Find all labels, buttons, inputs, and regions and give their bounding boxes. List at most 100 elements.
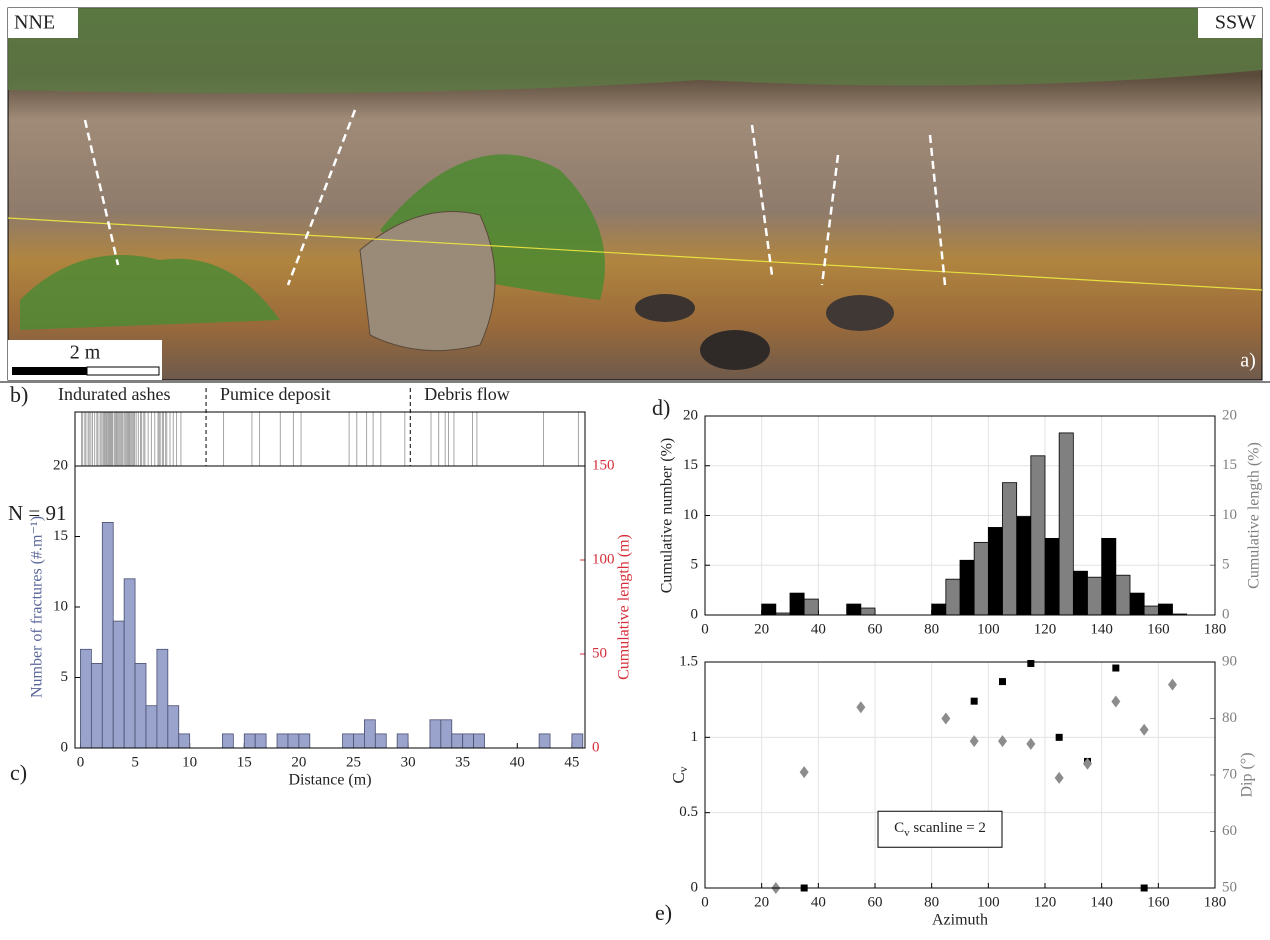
plot-area: [705, 662, 1215, 888]
y-tick-label: 0: [61, 739, 69, 755]
histogram-bar: [80, 648, 92, 749]
zone-label: Indurated ashes: [58, 384, 170, 404]
x-tick-label: 45: [564, 754, 579, 770]
panel-label: a): [1240, 350, 1256, 372]
point: [999, 678, 1006, 686]
bar: [1087, 576, 1103, 616]
histogram-bar: [451, 733, 464, 749]
y-tick-label: 10: [683, 507, 698, 523]
point: [1168, 678, 1177, 691]
histogram-bar: [298, 733, 311, 749]
y-tick-label: 1: [691, 729, 699, 745]
bar: [1129, 592, 1145, 616]
x-tick-label: 100: [977, 894, 1000, 910]
bar: [959, 559, 975, 616]
histogram-bar: [440, 719, 453, 749]
bar: [1101, 537, 1117, 616]
layer-line: [7, 217, 1263, 291]
point: [1083, 757, 1092, 770]
point: [1027, 660, 1035, 668]
bar: [1058, 432, 1074, 616]
histogram-bar: [145, 705, 158, 749]
y2-tick-label: 70: [1222, 766, 1237, 782]
histogram-bar: [276, 733, 289, 749]
y-tick-label: 5: [61, 669, 69, 685]
x-tick-label: 80: [924, 894, 939, 910]
y-tick-label: 1.5: [679, 653, 698, 669]
y2-tick-label: 60: [1222, 823, 1237, 839]
x-tick-label: 40: [510, 754, 525, 770]
histogram-bar: [112, 620, 125, 749]
panel-label: c): [10, 760, 27, 785]
point: [856, 701, 866, 714]
photo-label: NNE: [14, 12, 55, 34]
y2-tick-label: 90: [1222, 653, 1237, 669]
bar: [987, 527, 1003, 616]
bar: [803, 598, 819, 616]
histogram-bar: [134, 663, 147, 749]
y-tick-label: 20: [53, 457, 68, 473]
annotation: N = 91: [8, 501, 67, 525]
x-tick-label: 25: [346, 754, 361, 770]
x-tick-label: 5: [131, 754, 139, 770]
boulder: [359, 211, 496, 352]
histogram-bar: [90, 663, 103, 749]
y2-axis-label: Cumulative length (m): [616, 534, 633, 680]
zone-label: Debris flow: [424, 384, 509, 404]
x-tick-label: 0: [701, 894, 709, 910]
bar: [860, 607, 876, 616]
y-axis-label-main: C: [669, 772, 688, 783]
y2-axis-label: Dip (°): [1239, 752, 1256, 797]
bar: [1044, 537, 1060, 616]
x-tick-label: 120: [1034, 621, 1057, 637]
y-tick-label: 20: [683, 407, 698, 423]
y-tick-label: 10: [53, 598, 68, 614]
bar: [931, 603, 947, 616]
rock: [826, 295, 894, 331]
bar: [846, 603, 862, 616]
y-tick-label: 0: [691, 606, 699, 622]
y-tick-label: 0.5: [679, 804, 698, 820]
plot-frame: [704, 415, 1216, 616]
histogram-bar: [429, 719, 442, 749]
histogram-bar: [538, 733, 551, 749]
x-tick-label: 0: [77, 754, 85, 770]
photo: NNE SSW 2 m a): [7, 7, 1263, 381]
histogram-bar: [342, 733, 354, 749]
label-box: [1198, 8, 1262, 38]
point: [1112, 664, 1120, 672]
point: [1139, 723, 1149, 736]
histogram-bar: [353, 733, 365, 749]
bar: [1072, 570, 1088, 616]
x-tick-label: 80: [924, 621, 939, 637]
point: [799, 766, 809, 779]
y2-tick-label: 5: [1222, 557, 1230, 573]
y2-tick-label: 50: [1222, 879, 1237, 895]
zone-label: Pumice deposit: [220, 384, 331, 404]
x-tick-label: 140: [1090, 621, 1113, 637]
annotation-box: [877, 810, 1003, 848]
bar: [1157, 603, 1173, 616]
bar: [1030, 455, 1046, 616]
y-tick-label: 15: [683, 457, 698, 473]
point: [998, 735, 1007, 748]
histogram-bar: [101, 522, 114, 749]
label-box: [8, 8, 78, 38]
point: [1055, 733, 1063, 741]
histogram-bar: [254, 733, 267, 749]
histogram-bar: [473, 733, 485, 749]
scale-label: 2 m: [70, 342, 101, 364]
bar: [945, 578, 961, 616]
y2-tick-label: 50: [592, 645, 607, 661]
plot-frame: [74, 465, 586, 749]
histogram-bar: [167, 705, 180, 749]
y-axis-label: Number of fractures (#.m⁻¹): [29, 516, 46, 698]
y-axis-label-sub: v: [676, 766, 690, 772]
histogram-bar: [156, 648, 169, 749]
rock: [635, 294, 695, 322]
histogram-bar: [462, 733, 475, 749]
x-tick-label: 20: [754, 621, 769, 637]
x-tick-label: 160: [1147, 894, 1170, 910]
x-tick-label: 60: [868, 894, 883, 910]
